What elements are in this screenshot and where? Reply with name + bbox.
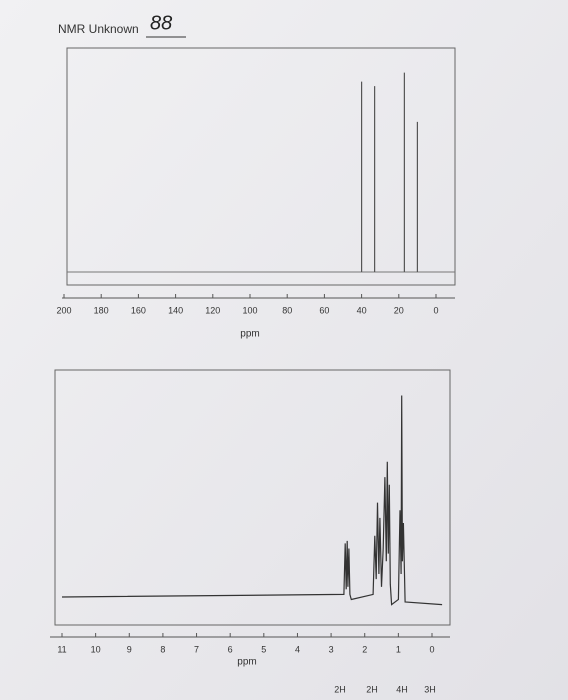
x-axis-label: ppm <box>240 329 259 340</box>
x-tick-label: 40 <box>357 305 367 315</box>
x-tick-label: 5 <box>261 644 266 654</box>
title: NMR Unknown <box>58 22 139 36</box>
x-tick-label: 80 <box>282 305 292 315</box>
x-tick-label: 20 <box>394 305 404 315</box>
x-tick-label: 180 <box>94 305 109 315</box>
x-tick-label: 6 <box>228 644 233 654</box>
x-tick-label: 11 <box>57 644 66 654</box>
sample-number: 88 <box>150 12 172 34</box>
x-tick-label: 60 <box>319 305 329 315</box>
integration: 2H <box>366 684 378 694</box>
integration: 2H <box>334 684 346 694</box>
x-tick-label: 1 <box>396 644 401 654</box>
spectrum <box>61 395 443 606</box>
x-tick-label: 10 <box>91 644 101 654</box>
x-tick-label: 200 <box>56 305 71 315</box>
integration: 3H <box>424 684 436 694</box>
x-tick-label: 120 <box>205 305 220 315</box>
x-tick-label: 7 <box>194 644 199 654</box>
integration: 4H <box>396 684 408 694</box>
x-axis-label: ppm <box>237 657 256 668</box>
x-tick-label: 3 <box>329 644 334 654</box>
x-tick-label: 4 <box>295 644 300 654</box>
x-tick-label: 9 <box>127 644 132 654</box>
x-tick-label: 160 <box>131 305 146 315</box>
x-tick-label: 100 <box>242 305 257 315</box>
carbon-frame <box>66 47 456 286</box>
x-tick-label: 8 <box>160 644 165 654</box>
x-tick-label: 2 <box>362 644 367 654</box>
x-tick-label: 0 <box>429 644 434 654</box>
x-tick-label: 0 <box>433 305 438 315</box>
x-tick-label: 140 <box>168 305 183 315</box>
proton-frame <box>54 369 451 626</box>
